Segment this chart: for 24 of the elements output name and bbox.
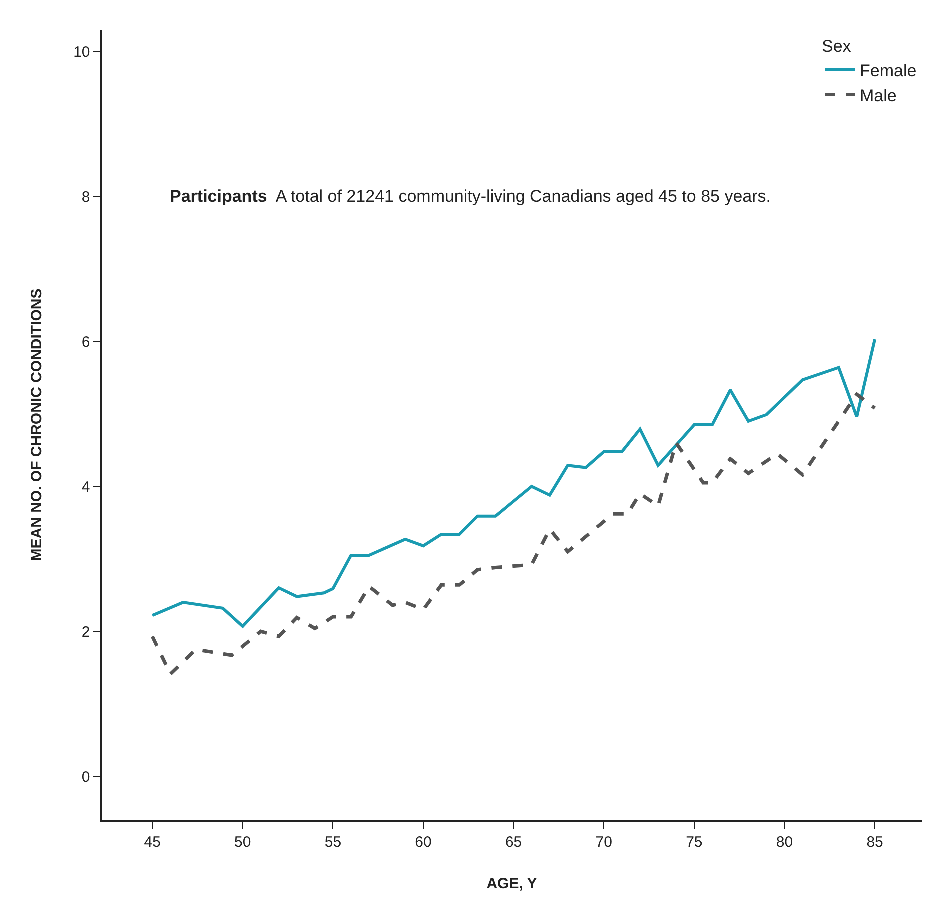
annotation: Participants xyxy=(170,187,268,206)
x-tick-label: 80 xyxy=(776,834,794,851)
legend-label: Female xyxy=(860,61,917,80)
x-tick-label: 70 xyxy=(596,834,612,851)
x-tick-label: 60 xyxy=(415,834,432,851)
line-series xyxy=(150,392,877,676)
x-tick-label: 45 xyxy=(144,834,161,851)
x-axis-title: AGE, Y xyxy=(486,875,538,892)
x-tick-label: 50 xyxy=(234,834,252,851)
x-tick-label: 65 xyxy=(505,834,522,851)
annotation: A total of 21241 community-living Canadians aged 45 to 85 years. xyxy=(276,187,772,206)
line-series xyxy=(151,338,877,628)
x-tick-label: 55 xyxy=(324,834,342,851)
y-tick-label: 6 xyxy=(82,334,90,351)
x-tick-label: 75 xyxy=(686,834,703,851)
x-tick-label: 85 xyxy=(866,834,884,851)
y-tick-label: 10 xyxy=(74,44,90,61)
y-tick-label: 8 xyxy=(82,188,90,206)
y-axis-title: MEAN NO. OF CHRONIC CONDITIONS xyxy=(28,288,46,562)
legend-label: Male xyxy=(860,86,897,106)
y-tick-label: 2 xyxy=(82,624,90,641)
legend-title: Sex xyxy=(822,37,852,56)
y-tick-label: 0 xyxy=(82,768,90,786)
y-tick-label: 4 xyxy=(82,478,90,496)
